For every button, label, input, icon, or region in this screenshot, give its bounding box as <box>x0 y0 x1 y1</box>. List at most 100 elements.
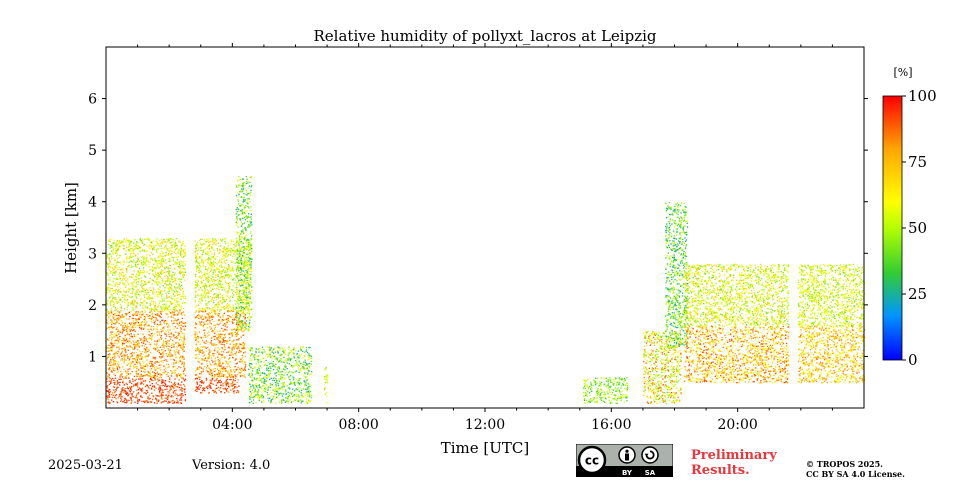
rh-point <box>124 348 127 351</box>
rh-point <box>180 324 183 326</box>
rh-point <box>123 276 125 278</box>
rh-point <box>199 378 201 380</box>
rh-point <box>238 273 241 276</box>
rh-point <box>224 319 226 321</box>
rh-point <box>148 372 150 374</box>
rh-point <box>161 381 163 383</box>
rh-point <box>251 289 253 291</box>
rh-point <box>109 315 111 317</box>
rh-point <box>139 312 141 314</box>
rh-point <box>180 397 182 399</box>
rh-point <box>150 325 152 328</box>
rh-point <box>194 301 197 303</box>
rh-point <box>163 326 165 328</box>
rh-point <box>116 371 118 374</box>
rh-point <box>247 296 249 298</box>
rh-point <box>131 371 133 373</box>
rh-point <box>217 372 219 374</box>
rh-point <box>153 328 155 330</box>
rh-point <box>115 333 117 335</box>
rh-point <box>121 321 123 323</box>
rh-point <box>205 342 207 344</box>
rh-point <box>233 290 235 293</box>
rh-point <box>179 265 182 267</box>
rh-point <box>210 371 212 373</box>
rh-point <box>115 291 117 294</box>
rh-point <box>218 362 220 364</box>
rh-point <box>130 333 132 335</box>
rh-point <box>138 337 141 339</box>
rh-point <box>135 276 138 278</box>
rh-point <box>245 365 247 367</box>
rh-point <box>210 340 213 342</box>
rh-point <box>155 394 157 396</box>
rh-point <box>174 295 176 297</box>
rh-point <box>218 248 221 251</box>
rh-point <box>207 387 209 390</box>
rh-point <box>240 256 242 258</box>
rh-point <box>211 379 213 381</box>
rh-point <box>184 324 186 326</box>
rh-point <box>139 364 142 367</box>
rh-point <box>212 243 214 246</box>
rh-point <box>114 369 116 372</box>
rh-point <box>195 316 197 318</box>
rh-point <box>113 355 116 357</box>
rh-point <box>137 333 139 335</box>
rh-point <box>138 355 140 357</box>
rh-point <box>250 243 252 245</box>
rh-point <box>242 300 244 302</box>
rh-point <box>110 319 112 321</box>
rh-point <box>169 280 171 282</box>
rh-point <box>115 297 117 299</box>
rh-point <box>201 339 204 342</box>
rh-point <box>148 331 150 333</box>
rh-point <box>170 238 172 240</box>
rh-point <box>234 365 237 368</box>
rh-point <box>241 344 244 346</box>
rh-point <box>154 358 156 360</box>
rh-point <box>195 292 197 294</box>
rh-point <box>160 313 163 315</box>
rh-point <box>158 395 160 397</box>
rh-point <box>234 383 236 385</box>
rh-point <box>238 292 240 294</box>
rh-point <box>241 375 244 377</box>
rh-point <box>226 310 229 312</box>
rh-point <box>112 274 114 276</box>
rh-point <box>195 388 197 390</box>
rh-point <box>113 362 115 364</box>
rh-point <box>131 335 133 338</box>
rh-point <box>227 382 229 384</box>
rh-point <box>183 267 185 270</box>
rh-point <box>243 347 246 349</box>
rh-point <box>173 308 176 310</box>
rh-point <box>227 303 229 305</box>
rh-point <box>217 356 219 358</box>
rh-point <box>213 330 215 332</box>
rh-point <box>138 278 140 280</box>
rh-point <box>164 320 166 322</box>
rh-point <box>184 264 186 266</box>
rh-point <box>231 349 233 351</box>
rh-point <box>248 250 250 252</box>
rh-point <box>143 336 146 338</box>
rh-point <box>218 341 220 344</box>
rh-point <box>146 340 148 343</box>
rh-point <box>120 393 122 395</box>
rh-point <box>247 187 249 189</box>
rh-point <box>247 276 249 278</box>
rh-point <box>247 259 249 261</box>
rh-point <box>218 370 220 372</box>
rh-point <box>181 277 183 279</box>
rh-point <box>143 291 145 293</box>
rh-point <box>147 317 150 319</box>
rh-point <box>115 361 117 363</box>
rh-point <box>248 324 250 326</box>
rh-point <box>126 240 128 242</box>
rh-point <box>182 322 184 324</box>
rh-point <box>174 318 176 320</box>
rh-point <box>225 250 227 252</box>
rh-point <box>216 375 219 377</box>
rh-point <box>231 314 234 317</box>
